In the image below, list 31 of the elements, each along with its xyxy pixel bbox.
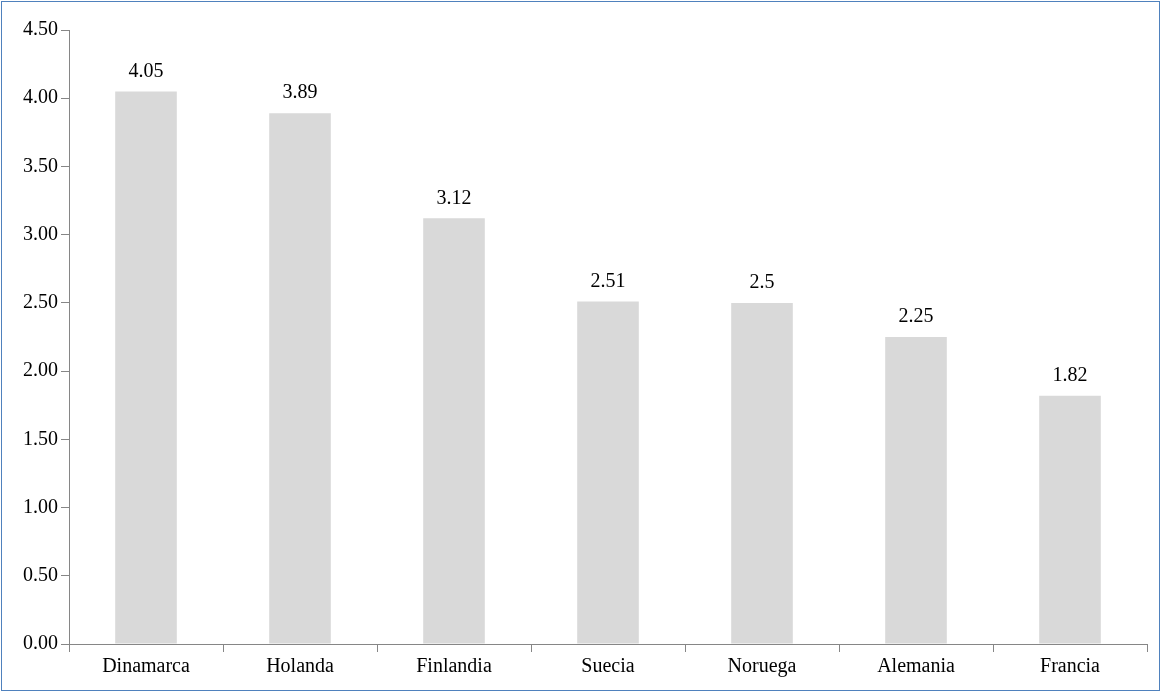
y-tick-label: 4.50 <box>23 17 58 40</box>
x-tick-label: Alemania <box>877 654 955 677</box>
data-label: 2.5 <box>749 270 775 293</box>
data-label: 1.82 <box>1052 362 1088 385</box>
bar <box>423 218 485 644</box>
y-tick-label: 3.50 <box>23 153 58 176</box>
x-tick-label: Suecia <box>581 654 635 677</box>
bar <box>885 337 947 644</box>
x-tick-label: Holanda <box>266 654 334 677</box>
bar <box>115 91 177 644</box>
y-tick-label: 3.00 <box>23 221 58 244</box>
data-label: 2.51 <box>590 268 626 291</box>
y-tick-label: 1.00 <box>23 494 58 517</box>
x-tick-label: Noruega <box>727 654 797 678</box>
bar <box>577 301 639 644</box>
data-label: 4.05 <box>128 58 164 81</box>
data-label: 2.25 <box>898 304 934 327</box>
x-tick-label: Finlandia <box>416 654 492 677</box>
x-tick-label: Francia <box>1040 654 1101 677</box>
y-tick-label: 1.50 <box>23 426 58 449</box>
y-tick-label: 0.50 <box>23 563 58 586</box>
bar <box>1039 395 1101 644</box>
y-tick-label: 4.00 <box>23 85 58 108</box>
data-label: 3.89 <box>282 80 318 103</box>
y-tick-label: 0.00 <box>23 631 58 654</box>
y-tick-label: 2.00 <box>23 358 58 381</box>
x-tick-label: Dinamarca <box>102 654 190 677</box>
y-tick-label: 2.50 <box>23 290 58 313</box>
data-label: 3.12 <box>436 185 472 208</box>
bar <box>731 302 793 644</box>
bar <box>269 113 331 644</box>
